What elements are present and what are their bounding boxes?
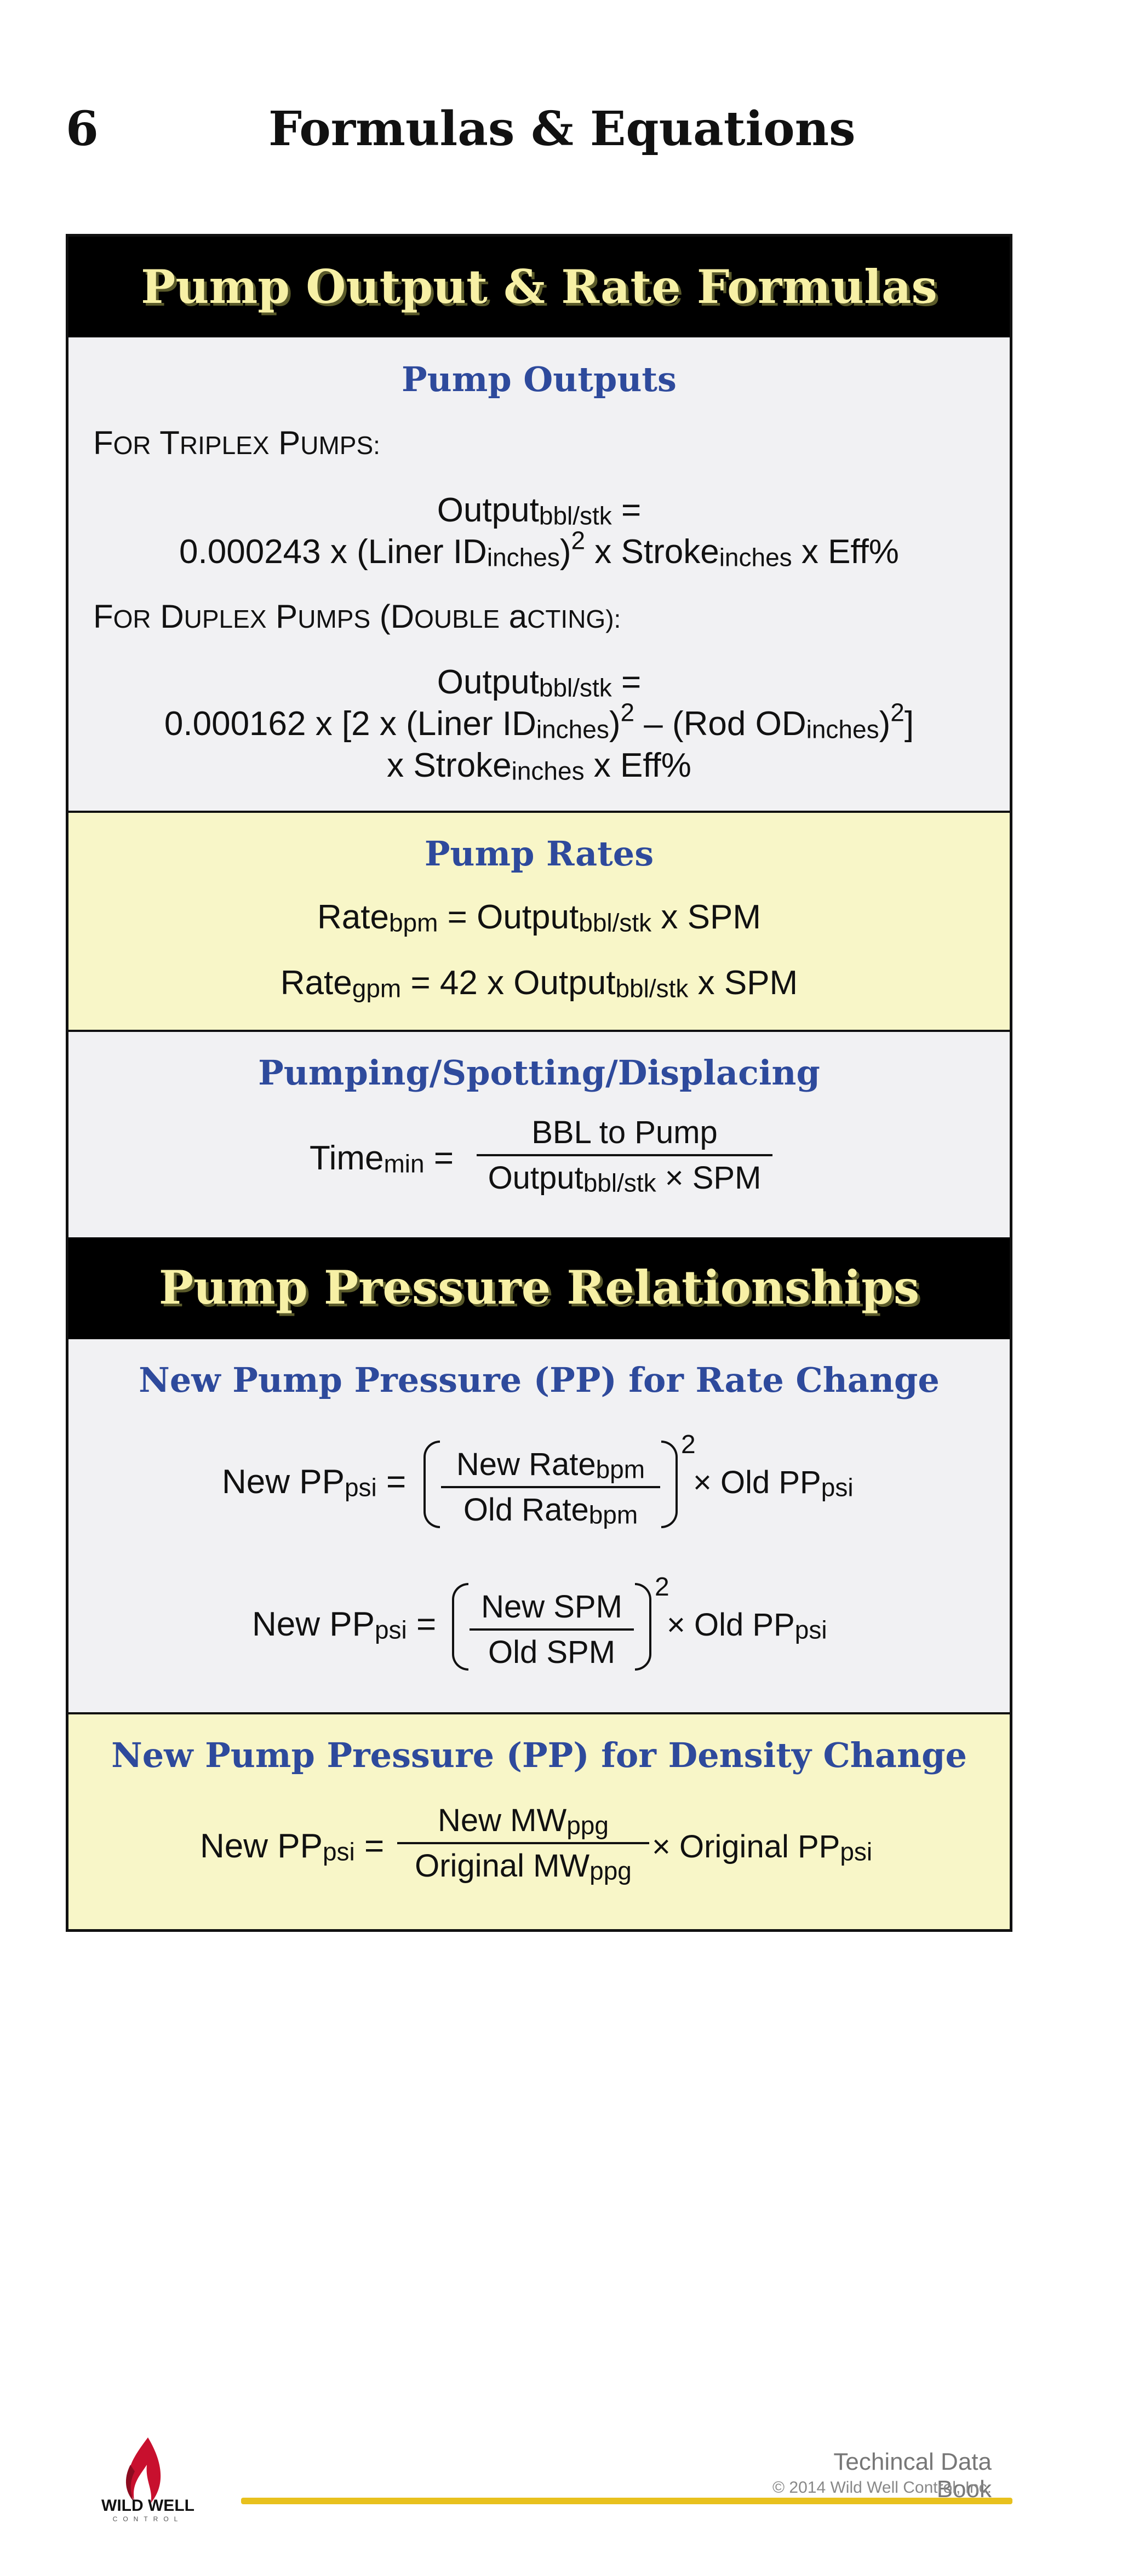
logo-text: WILD WELL xyxy=(101,2497,194,2515)
flame-icon xyxy=(125,2437,161,2503)
formula-rate-gpm: Rategpm = 42 x Outputbbl/stk x SPM xyxy=(280,964,798,1003)
section-pump-rates: Pump Rates Ratebpm = Outputbbl/stk x SPM… xyxy=(68,813,1010,1031)
formula-rate-change-2-lhs: New PPpsi = xyxy=(252,1605,437,1644)
formula-density-lhs: New PPpsi = xyxy=(200,1827,385,1866)
title-band-pressure: Pump Pressure Relationships xyxy=(68,1237,1010,1339)
page-number: 6 xyxy=(66,101,99,157)
label-duplex: FOR DUPLEX PUMPS (DOUBLE aCTING): xyxy=(93,598,621,635)
fraction-density: New MWppg Original MWppg xyxy=(397,1802,649,1884)
fraction-time: BBL to Pump Outputbbl/stk × SPM xyxy=(477,1114,772,1196)
band-title-output: Pump Output & Rate Formulas xyxy=(141,260,937,314)
formula-duplex-rhs-2: x Strokeinches x Eff% xyxy=(387,747,691,785)
exponent: 2 xyxy=(655,1573,669,1602)
fraction-denominator: Outputbbl/stk × SPM xyxy=(488,1160,762,1197)
fraction-rate-change-2: New SPM Old SPM xyxy=(470,1588,634,1671)
formula-rate-change-1-rhs: × Old PPpsi xyxy=(693,1465,854,1502)
formula-density-rhs: × Original PPpsi xyxy=(652,1829,873,1866)
formula-triplex-rhs: 0.000243 x (Liner IDinches)2 x Strokeinc… xyxy=(179,526,899,572)
footer-rule xyxy=(241,2498,1012,2504)
fraction-denominator: Original MWppg xyxy=(415,1848,632,1885)
formula-duplex-lhs: Outputbbl/stk = xyxy=(437,663,642,702)
section-density-change: New Pump Pressure (PP) for Density Chang… xyxy=(68,1714,1010,1929)
formula-rate-change-1-lhs: New PPpsi = xyxy=(222,1463,407,1502)
section-rate-change: New Pump Pressure (PP) for Rate Change N… xyxy=(68,1339,1010,1713)
fraction-numerator: New MWppg xyxy=(397,1802,649,1844)
heading-displacing: Pumping/Spotting/Displacing xyxy=(258,1053,820,1093)
formula-triplex-lhs: Outputbbl/stk = xyxy=(437,491,642,530)
fraction-numerator: BBL to Pump xyxy=(477,1114,772,1156)
footer-copyright: © 2014 Wild Well Control, Inc. xyxy=(772,2479,992,2497)
left-parenthesis xyxy=(452,1583,468,1671)
right-parenthesis xyxy=(635,1583,651,1671)
divider xyxy=(68,811,1010,813)
formula-rate-change-2-rhs: × Old PPpsi xyxy=(667,1607,827,1644)
formula-time-lhs: Timemin = xyxy=(310,1139,454,1178)
fraction-denominator: Old Ratebpm xyxy=(463,1492,638,1529)
exponent: 2 xyxy=(681,1430,696,1459)
divider xyxy=(68,1030,1010,1032)
footer-book-title: Techincal Data Book xyxy=(833,2448,992,2503)
page-header: 6 Formulas & Equations xyxy=(66,101,1052,167)
fraction-rate-change-1: New Ratebpm Old Ratebpm xyxy=(441,1446,660,1528)
left-parenthesis xyxy=(423,1441,440,1528)
fraction-numerator: New Ratebpm xyxy=(441,1446,660,1488)
heading-density-change: New Pump Pressure (PP) for Density Chang… xyxy=(111,1735,967,1775)
formula-card: Pump Output & Rate Formulas Pump Outputs… xyxy=(66,234,1012,1932)
right-parenthesis xyxy=(661,1441,678,1528)
wild-well-logo: WILD WELL CONTROL xyxy=(82,2432,214,2531)
formula-duplex-rhs-1: 0.000162 x [2 x (Liner IDinches)2 – (Rod… xyxy=(164,698,914,744)
heading-rate-change: New Pump Pressure (PP) for Rate Change xyxy=(139,1360,940,1400)
divider xyxy=(68,1712,1010,1714)
page-title: Formulas & Equations xyxy=(268,101,856,157)
section-displacing: Pumping/Spotting/Displacing Timemin = BB… xyxy=(68,1032,1010,1237)
heading-pump-outputs: Pump Outputs xyxy=(402,359,677,399)
title-band-output: Pump Output & Rate Formulas xyxy=(68,237,1010,337)
section-pump-outputs: Pump Outputs FOR TRIPLEX PUMPS: Outputbb… xyxy=(68,337,1010,812)
fraction-numerator: New SPM xyxy=(470,1588,634,1631)
heading-pump-rates: Pump Rates xyxy=(424,834,654,874)
formula-rate-bpm: Ratebpm = Outputbbl/stk x SPM xyxy=(317,898,761,937)
logo-subtext: CONTROL xyxy=(112,2515,184,2523)
band-title-pressure: Pump Pressure Relationships xyxy=(158,1260,920,1315)
fraction-denominator: Old SPM xyxy=(488,1634,616,1670)
label-triplex: FOR TRIPLEX PUMPS: xyxy=(93,424,380,461)
